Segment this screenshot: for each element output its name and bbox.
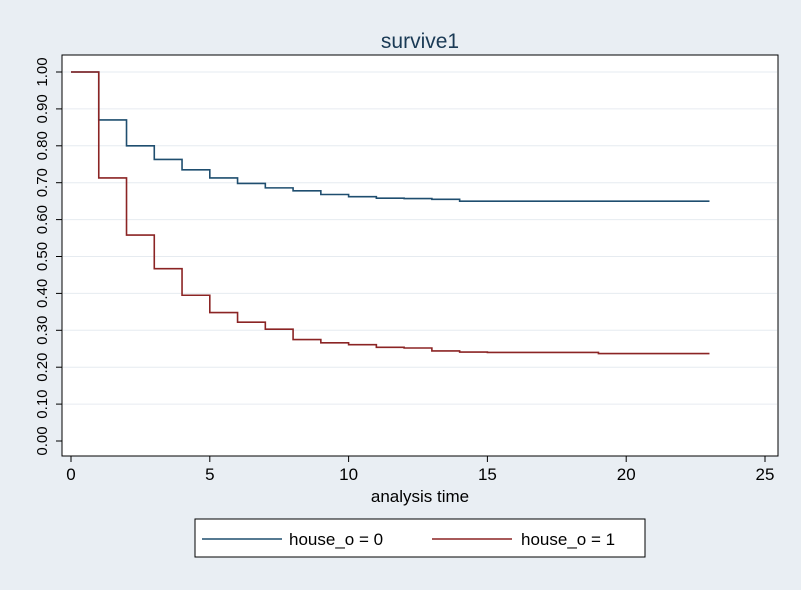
series-line-house-o-0: [71, 71, 710, 202]
axes: 0.00 0.10 0.20 0.30 0.40 0.50 0.60 0.70 0.80 0.90…: [34, 57, 774, 484]
y-tick-label: 0.80: [34, 131, 51, 160]
plot-area: [61, 54, 779, 457]
y-tick-label: 0.00: [34, 426, 51, 455]
series-line-house-o-1: [71, 71, 710, 355]
legend: house_o = 0 house_o = 1: [194, 518, 646, 558]
x-tick-label: 20: [617, 465, 636, 484]
x-tick-label: 0: [66, 465, 75, 484]
y-tick-label: 0.40: [34, 279, 51, 308]
x-tick-label: 10: [339, 465, 358, 484]
y-tick-label: 0.50: [34, 242, 51, 271]
chart-title: survive1: [381, 30, 459, 53]
x-axis-label: analysis time: [371, 487, 469, 506]
legend-box: [194, 518, 646, 558]
legend-label-house-o-0: house_o = 0: [289, 530, 383, 549]
y-tick-label: 0.20: [34, 353, 51, 382]
y-tick-label: 0.30: [34, 316, 51, 345]
y-tick-label: 1.00: [34, 57, 51, 86]
series-lines: [71, 71, 710, 355]
x-tick-label: 25: [756, 465, 775, 484]
x-tick-label: 15: [478, 465, 497, 484]
y-tick-label: 0.10: [34, 389, 51, 418]
y-tick-label: 0.60: [34, 205, 51, 234]
y-tick-label: 0.70: [34, 168, 51, 197]
legend-label-house-o-1: house_o = 1: [521, 530, 615, 549]
grid-lines: [63, 71, 777, 405]
y-tick-label: 0.90: [34, 94, 51, 123]
x-tick-label: 5: [205, 465, 214, 484]
